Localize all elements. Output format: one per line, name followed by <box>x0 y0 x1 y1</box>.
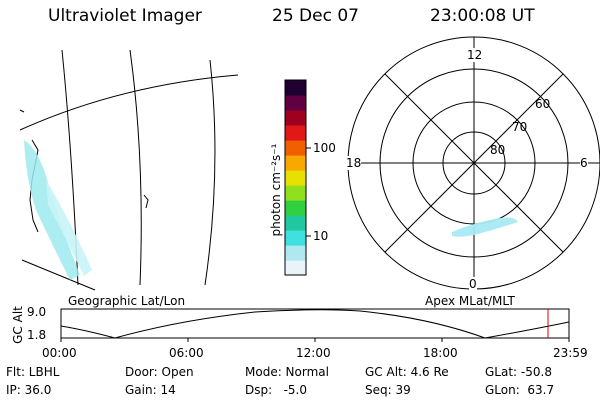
colorbar-segment <box>285 110 306 126</box>
mlt-label-18: 18 <box>346 156 362 170</box>
projection-label-geographic: Geographic Lat/Lon <box>68 294 186 308</box>
mlat-label-80: 80 <box>490 143 506 157</box>
time-tick-0600: 06:00 <box>169 346 204 360</box>
colorbar-segment <box>285 125 306 141</box>
mlt-label-6: 6 <box>580 156 588 170</box>
info-mode: Mode: Normal <box>245 365 329 379</box>
time-tick-1800: 18:00 <box>423 346 458 360</box>
info-dsp: Dsp: -5.0 <box>245 383 308 397</box>
colorbar-segment <box>285 215 306 231</box>
altitude-axis-label: GC Alt <box>11 306 25 344</box>
mlat-label-60: 60 <box>535 97 551 111</box>
info-door: Door: Open <box>125 365 194 379</box>
colorbar-segment <box>285 185 306 201</box>
info-gc-alt: GC Alt: 4.6 Re <box>365 365 449 379</box>
mlt-label-12: 12 <box>467 48 483 62</box>
info-seq: Seq: 39 <box>365 383 411 397</box>
info-glat: GLat: -50.8 <box>485 365 552 379</box>
time-tick-2359: 23:59 <box>553 346 588 360</box>
colorbar-segment <box>285 245 306 261</box>
colorbar-label: photon cm⁻²s⁻¹ <box>269 143 283 237</box>
colorbar-segment <box>285 80 306 96</box>
info-gain: Gain: 14 <box>125 383 176 397</box>
colorbar-segment <box>285 140 306 156</box>
info-ip: IP: 36.0 <box>6 383 52 397</box>
time-tick-1200: 12:00 <box>296 346 331 360</box>
mlat-label-70: 70 <box>512 120 528 134</box>
colorbar-segment <box>285 260 306 276</box>
info-glon: GLon: 63.7 <box>485 383 555 397</box>
colorbar-segment <box>285 95 306 111</box>
colorbar-tick-100: 100 <box>313 141 336 155</box>
aurora-geographic <box>24 140 80 280</box>
mlt-label-0: 0 <box>469 277 477 291</box>
altitude-tick-1-8: 1.8 <box>27 328 47 342</box>
altitude-tick-9: 9.0 <box>27 305 47 319</box>
aurora-polar <box>452 217 518 237</box>
time-tick-0000: 00:00 <box>42 346 77 360</box>
instrument-title: Ultraviolet Imager <box>48 6 202 26</box>
colorbar-segment <box>285 230 306 246</box>
time-label: 23:00:08 UT <box>430 6 535 26</box>
colorbar-tick-10: 10 <box>313 229 329 243</box>
colorbar-segment <box>285 200 306 216</box>
info-flt: Flt: LBHL <box>6 365 60 379</box>
colorbar-segment <box>285 155 306 171</box>
projection-label-apex: Apex MLat/MLT <box>425 294 515 308</box>
date-label: 25 Dec 07 <box>272 6 359 26</box>
colorbar-segment <box>285 170 306 186</box>
